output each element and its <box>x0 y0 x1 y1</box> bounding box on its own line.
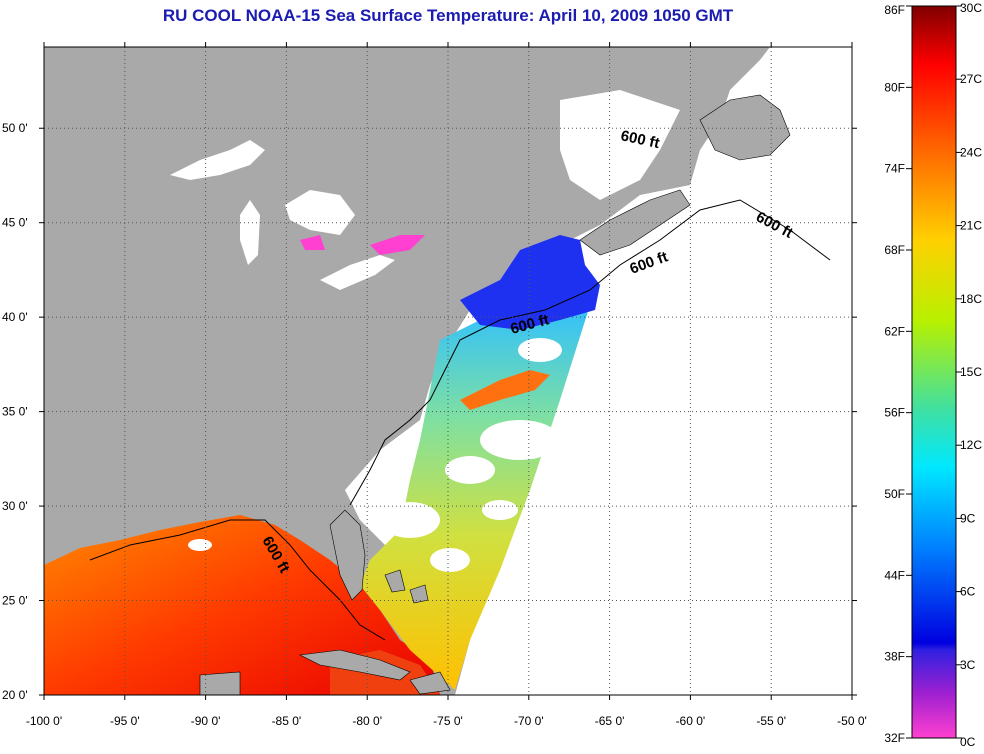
lon-tick-label: -85 0' <box>272 714 302 728</box>
cloud-cover <box>188 338 562 572</box>
celsius-label: 15C <box>960 365 982 379</box>
celsius-label: 0C <box>960 735 976 749</box>
lon-tick-label: -50 0' <box>837 714 867 728</box>
celsius-label: 3C <box>960 658 976 672</box>
gulf-stream <box>460 370 550 410</box>
fahrenheit-label: 50F <box>884 487 905 501</box>
longitude-axis: -100 0' -95 0' -90 0' -85 0' -80 0' -75 0' -70… <box>26 714 867 728</box>
fahrenheit-label: 80F <box>884 80 905 94</box>
fahrenheit-label: 32F <box>884 731 905 745</box>
lat-tick-label: 20 0' <box>2 688 28 702</box>
lon-tick-label: -100 0' <box>26 714 62 728</box>
fahrenheit-label: 38F <box>884 650 905 664</box>
celsius-label: 9C <box>960 511 976 525</box>
caribbean-islands <box>199 569 451 695</box>
canada-cloud-area <box>560 90 680 200</box>
florida-peninsula <box>329 509 366 601</box>
celsius-labels: 30C 27C 24C 21C 18C 15C 12C 9C 6C 3C 0C <box>960 1 982 749</box>
lat-tick-label: 40 0' <box>2 310 28 324</box>
axis-ticks <box>39 42 857 700</box>
lat-tick-label: 50 0' <box>2 121 28 135</box>
colorbar-ticks <box>906 5 962 739</box>
lon-tick-label: -60 0' <box>676 714 706 728</box>
lon-tick-label: -90 0' <box>191 714 221 728</box>
celsius-label: 24C <box>960 145 982 159</box>
celsius-label: 30C <box>960 1 982 15</box>
lat-tick-label: 45 0' <box>2 216 28 230</box>
fahrenheit-label: 68F <box>884 243 905 257</box>
fahrenheit-labels: 86F 80F 74F 68F 62F 56F 50F 44F 38F 32F <box>884 3 905 745</box>
lon-tick-label: -70 0' <box>514 714 544 728</box>
celsius-label: 12C <box>960 438 982 452</box>
celsius-label: 6C <box>960 585 976 599</box>
celsius-label: 18C <box>960 292 982 306</box>
latitude-axis: 50 0' 45 0' 40 0' 35 0' 30 0' 25 0' 20 0' <box>2 121 28 702</box>
lat-tick-label: 35 0' <box>2 405 28 419</box>
lon-tick-label: -65 0' <box>595 714 625 728</box>
newfoundland <box>699 94 791 161</box>
lon-tick-label: -75 0' <box>433 714 463 728</box>
graticule <box>44 47 852 695</box>
fahrenheit-label: 62F <box>884 324 905 338</box>
fahrenheit-label: 86F <box>884 3 905 17</box>
lon-tick-label: -95 0' <box>110 714 140 728</box>
fahrenheit-label: 74F <box>884 162 905 176</box>
lon-tick-label: -80 0' <box>352 714 382 728</box>
fahrenheit-label: 56F <box>884 406 905 420</box>
gulf-of-maine-cold-water <box>460 235 600 330</box>
great-lakes <box>170 140 425 290</box>
lat-tick-label: 30 0' <box>2 499 28 513</box>
isobath-600ft <box>89 199 831 641</box>
lat-tick-label: 25 0' <box>2 594 28 608</box>
fahrenheit-label: 44F <box>884 568 905 582</box>
celsius-label: 27C <box>960 72 982 86</box>
celsius-label: 21C <box>960 219 982 233</box>
lon-tick-label: -55 0' <box>756 714 786 728</box>
map-title: RU COOL NOAA-15 Sea Surface Temperature:… <box>162 6 734 25</box>
colorbar-scale <box>911 5 957 739</box>
